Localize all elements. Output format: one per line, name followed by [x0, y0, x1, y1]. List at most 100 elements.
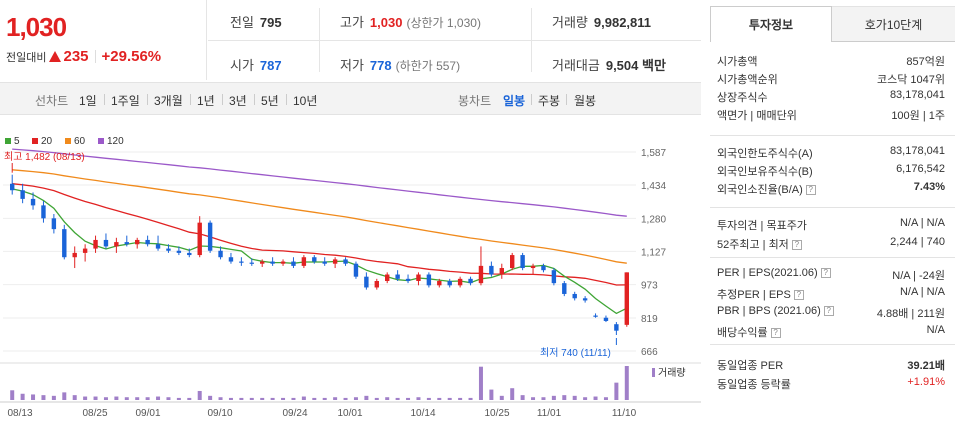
- candle-body: [103, 239, 109, 247]
- candle-body: [468, 278, 473, 284]
- candle-body: [353, 263, 359, 277]
- volume-bar: [489, 389, 494, 400]
- x-tick-label: 09/10: [207, 408, 232, 419]
- volume-bar: [541, 397, 546, 400]
- low-stat: 저가 778 (하한가 557): [340, 55, 460, 74]
- info-value: N/A | -24원: [892, 270, 945, 282]
- volume-bar: [103, 397, 108, 400]
- info-row: 액면가 | 매매단위 100원 | 1주: [710, 106, 955, 124]
- period-1w[interactable]: 1주일: [111, 94, 140, 108]
- candle-body: [437, 280, 442, 286]
- volume-bar: [416, 397, 421, 400]
- current-price: 1,030: [6, 12, 67, 42]
- period-5y[interactable]: 5년: [261, 94, 279, 108]
- period-1d[interactable]: 1일: [79, 94, 97, 108]
- candle-body: [395, 274, 400, 279]
- volume-bar: [156, 396, 161, 400]
- candle-body: [72, 252, 77, 258]
- info-value: 39.21배: [907, 360, 945, 372]
- help-icon[interactable]: ?: [793, 290, 804, 301]
- ma-line-60: [12, 169, 627, 264]
- info-row: 시가총액순위 코스닥 1047위: [710, 70, 955, 88]
- candle-body: [416, 274, 421, 281]
- info-label: PER | EPS(2021.06)?: [717, 267, 831, 279]
- volume-bar: [51, 395, 56, 400]
- candle-daily[interactable]: 일봉: [503, 94, 526, 108]
- volume-bar: [281, 397, 286, 400]
- prev-close-value: 795: [259, 15, 282, 30]
- ma-line-120: [12, 148, 627, 217]
- help-icon[interactable]: ?: [820, 268, 831, 279]
- volume-bar: [166, 397, 171, 400]
- volume-bar: [260, 397, 265, 400]
- candle-body: [593, 315, 598, 317]
- candle-body: [582, 298, 588, 301]
- volume-bar: [145, 397, 150, 400]
- volume-bar: [458, 397, 463, 400]
- period-10y[interactable]: 10년: [293, 94, 318, 108]
- help-icon[interactable]: ?: [791, 240, 802, 251]
- candle-body: [385, 274, 390, 281]
- divider: [208, 40, 701, 41]
- candle-body: [239, 261, 244, 263]
- volume-bar: [520, 395, 525, 400]
- volume-bar: [114, 396, 119, 400]
- volume-bar: [353, 397, 358, 400]
- volume-bar: [208, 395, 213, 400]
- help-icon[interactable]: ?: [770, 328, 781, 339]
- candle-body: [562, 283, 567, 294]
- period-1y[interactable]: 1년: [197, 94, 215, 108]
- info-value: N/A: [926, 324, 945, 336]
- divider: [566, 94, 567, 105]
- tab-investment-info[interactable]: 투자정보: [710, 6, 832, 42]
- info-label: 추정PER | EPS?: [717, 286, 804, 302]
- candle-weekly[interactable]: 주봉: [538, 94, 561, 108]
- volume-bar: [499, 395, 504, 400]
- volume-bar: [218, 397, 223, 400]
- candle-body: [489, 265, 494, 275]
- volume-bar: [624, 366, 629, 400]
- volume-bar: [614, 382, 619, 400]
- x-tick-label: 09/24: [282, 408, 307, 419]
- info-row: 외국인한도주식수(A) 83,178,041: [710, 144, 955, 162]
- candle-body: [364, 276, 369, 288]
- info-value: N/A | N/A: [899, 286, 945, 298]
- help-icon[interactable]: ?: [805, 185, 816, 196]
- y-tick-label: 819: [641, 314, 658, 325]
- period-3y[interactable]: 3년: [229, 94, 247, 108]
- low-annotation: 최저 740 (11/11): [540, 347, 611, 359]
- help-icon[interactable]: ?: [823, 306, 834, 317]
- info-value: 100원 | 1주: [891, 110, 945, 122]
- change-amount: 235: [63, 48, 89, 65]
- candle-body: [114, 242, 119, 247]
- candle-body: [145, 239, 150, 245]
- open-label: 시가: [230, 58, 254, 73]
- volume-bar: [187, 397, 192, 400]
- volume-bar: [83, 396, 88, 400]
- volume-bar: [395, 397, 400, 400]
- volume-bar: [478, 366, 483, 400]
- info-value: 7.43%: [913, 181, 945, 193]
- amount-unit: 백만: [642, 58, 666, 73]
- high-value: 1,030: [369, 15, 403, 30]
- candle-monthly[interactable]: 월봉: [574, 94, 597, 108]
- candle-body: [603, 317, 609, 321]
- divider: [286, 94, 287, 105]
- candle-body: [624, 272, 629, 325]
- candle-body: [426, 274, 432, 286]
- info-label: 52주최고 | 최저?: [717, 236, 802, 252]
- tab-order-book[interactable]: 호가10단계: [832, 6, 955, 42]
- volume-bar: [228, 397, 233, 400]
- info-label: 동일업종 PER: [717, 360, 784, 372]
- prev-close-label: 전일: [230, 15, 254, 30]
- volume-bar: [239, 397, 244, 400]
- candle-chart-button[interactable]: 봉차트: [458, 94, 492, 108]
- info-row: PER | EPS(2021.06)? N/A | -24원: [710, 266, 955, 284]
- line-chart-button[interactable]: 선차트: [35, 94, 69, 108]
- y-tick-label: 666: [641, 347, 658, 358]
- info-panel: 투자정보 호가10단계 시가총액 857억원 시가총액순위 코스닥 1047위 상장주식…: [710, 0, 955, 432]
- chart-section: 1,030 전일대비 235 +29.56% 전일 795 고가 1,030 (상한가…: [0, 0, 701, 419]
- period-3m[interactable]: 3개월: [154, 94, 183, 108]
- candle-body: [51, 218, 57, 230]
- volume-bar: [20, 393, 25, 400]
